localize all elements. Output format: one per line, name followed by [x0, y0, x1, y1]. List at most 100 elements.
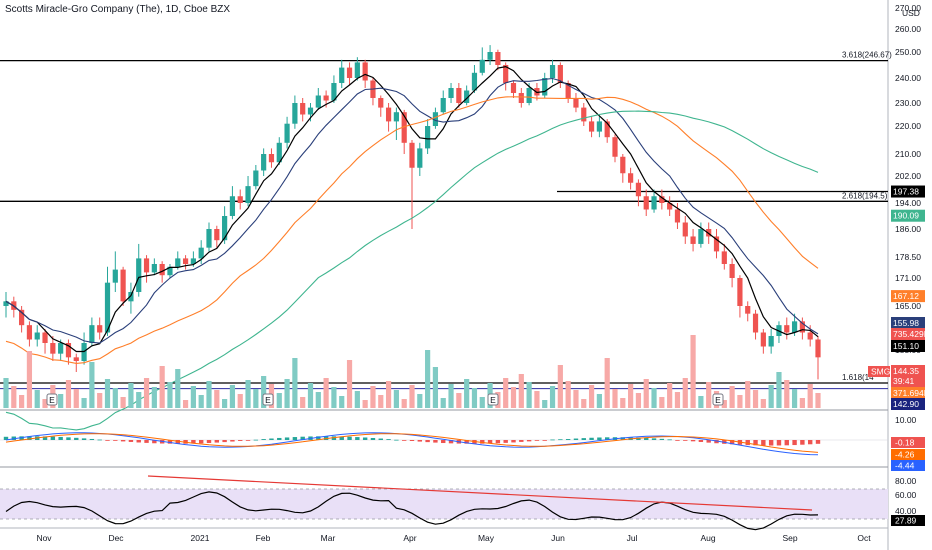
- candle-body: [581, 107, 587, 122]
- sma-short-badge-label: SMG: [871, 367, 890, 377]
- candle-body: [588, 121, 595, 132]
- time-axis-label: Oct: [857, 533, 871, 543]
- candle-body: [495, 52, 501, 65]
- support-badge: [891, 365, 925, 377]
- price-tick-label: 171.00: [895, 273, 921, 283]
- macd-histogram-bar: [261, 439, 266, 440]
- volume-bar: [331, 387, 337, 408]
- macd-histogram-bar: [378, 438, 383, 440]
- macd-histogram-bar: [89, 438, 95, 440]
- volume-bar: [198, 395, 204, 408]
- macd-histogram-bar: [495, 440, 501, 444]
- candle-body: [659, 196, 665, 203]
- macd-histogram-bar: [698, 440, 704, 442]
- volume-bar: [573, 390, 579, 408]
- countdown-badge: [891, 375, 925, 387]
- macd-histogram-bar: [50, 436, 56, 440]
- volume-badge-label: 371.694K: [893, 388, 930, 398]
- candle-body: [440, 98, 446, 113]
- volume-bar: [588, 385, 595, 408]
- volume-bar: [581, 399, 587, 408]
- last-price-badge-label: 151.10: [893, 341, 919, 351]
- volume-bar: [503, 378, 509, 408]
- candle-body: [214, 229, 220, 241]
- volume-bar: [307, 383, 314, 408]
- candle-body: [604, 121, 610, 138]
- candle-body: [261, 154, 267, 171]
- earnings-label: E: [265, 395, 271, 405]
- candle-body: [503, 65, 509, 83]
- candle-body: [651, 196, 657, 210]
- candle-body: [791, 321, 798, 333]
- rsi-tick-label: 40.00: [895, 506, 917, 516]
- candle-body: [34, 332, 40, 340]
- sma50-badge: [891, 290, 925, 303]
- macd-histogram-bar: [300, 436, 305, 440]
- low-badge: [891, 398, 925, 410]
- candle-body: [643, 196, 649, 210]
- candle-body: [253, 170, 259, 187]
- volume-bar: [784, 380, 790, 408]
- sma-short-line: [5, 65, 819, 353]
- volume-bar: [596, 394, 602, 408]
- candle-body: [518, 93, 524, 103]
- candle-body: [425, 126, 431, 149]
- macd-histogram-bar: [761, 440, 766, 446]
- macd-histogram-bar: [511, 440, 516, 443]
- volume-bar: [776, 372, 782, 408]
- price-tick-label: 202.00: [895, 171, 921, 181]
- volume-bar: [432, 367, 439, 408]
- volume-bar: [346, 360, 353, 408]
- candle-body: [807, 332, 813, 340]
- candle-body: [760, 332, 766, 347]
- macd-histogram-bar: [58, 436, 63, 440]
- currency-label: USD: [902, 8, 920, 18]
- macd-histogram-bar: [152, 440, 157, 444]
- macd-histogram-bar: [675, 440, 680, 441]
- volume-bar: [698, 396, 704, 408]
- macd-histogram-bar: [136, 440, 141, 443]
- volume-bar: [222, 399, 228, 408]
- price-tick-label: 186.00: [895, 224, 921, 234]
- candle-body: [292, 103, 298, 124]
- candle-body: [456, 88, 462, 103]
- macd-histogram-bar: [113, 440, 118, 441]
- volume-bar: [651, 388, 657, 408]
- candle-body: [245, 186, 251, 203]
- candle-body: [682, 222, 688, 237]
- rsi-line: [5, 491, 819, 531]
- volume-bar: [659, 397, 665, 408]
- macd-value-badge: [891, 437, 925, 448]
- time-axis-label: Feb: [256, 533, 271, 543]
- macd-histogram-bar: [667, 439, 672, 441]
- candle-body: [667, 203, 673, 210]
- macd-histogram-bar: [597, 437, 602, 440]
- macd-histogram-bar: [74, 437, 79, 440]
- sma100-badge-label: 190.09: [893, 211, 919, 221]
- macd-tick-label: 10.00: [895, 415, 917, 425]
- volume-bar: [112, 388, 118, 408]
- candle-body: [19, 309, 25, 326]
- candle-body: [620, 156, 626, 174]
- macd-histogram-bar: [768, 440, 774, 446]
- candle-body: [268, 154, 275, 163]
- candle-body: [307, 107, 314, 115]
- volume-bar: [682, 378, 688, 408]
- volume-bar: [315, 392, 321, 408]
- candle-body: [706, 229, 712, 237]
- price-tick-label: 220.00: [895, 121, 921, 131]
- volume-bar: [510, 387, 517, 408]
- volume-bar: [237, 394, 243, 408]
- macd-histogram-bar: [526, 440, 532, 442]
- volume-bar: [167, 382, 173, 408]
- time-axis-label: Nov: [36, 533, 52, 543]
- volume-bar: [612, 389, 618, 408]
- macd-line: [5, 432, 819, 456]
- volume-bar: [417, 394, 423, 408]
- candle-body: [752, 313, 759, 333]
- earnings-marker: [712, 393, 724, 406]
- candle-body: [487, 52, 493, 60]
- macd-histogram-bar: [417, 440, 423, 442]
- volume-bar: [745, 381, 751, 408]
